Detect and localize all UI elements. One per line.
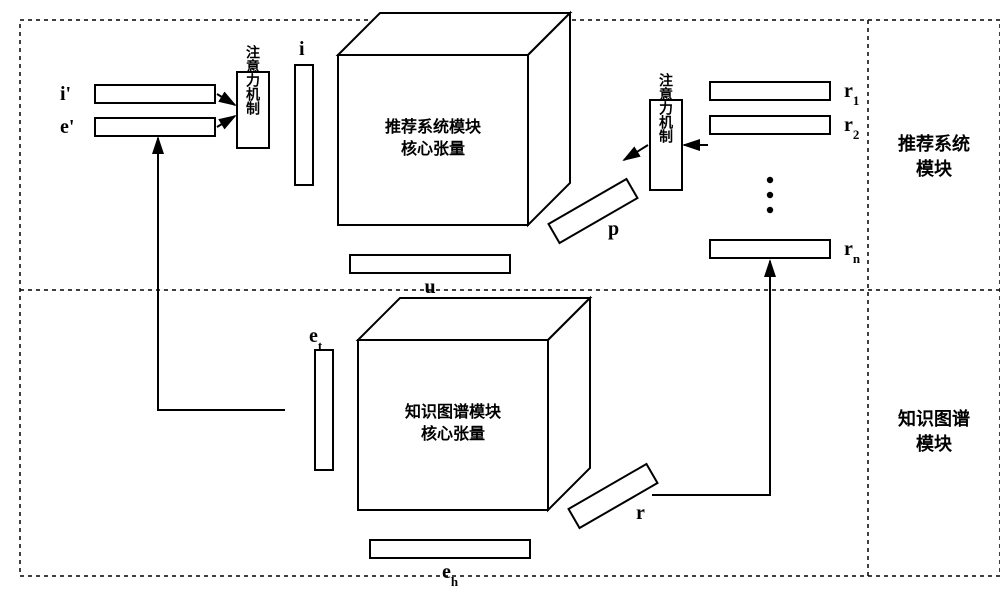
right-bottom-label-1: 知识图谱	[898, 408, 970, 429]
right-top-label-2: 模块	[916, 158, 953, 179]
r-bottom-label: r	[636, 502, 645, 524]
e-prime-label: e'	[60, 116, 74, 138]
attention-right-label: 注意力机制	[658, 72, 674, 144]
eh-label: eh	[442, 561, 459, 586]
right-bottom-label-2: 模块	[916, 433, 953, 454]
ellipsis-dot	[767, 192, 773, 198]
arrow-eprime-attn	[217, 116, 235, 127]
r-label-2: rn	[844, 238, 861, 266]
r-box-0	[710, 82, 830, 100]
top-cube: 推荐系统模块核心张量	[338, 13, 570, 225]
i-prime-label: i'	[60, 83, 71, 105]
svg-text:核心张量: 核心张量	[421, 424, 485, 443]
i-prime-box	[95, 85, 215, 103]
ellipsis-dot	[767, 177, 773, 183]
u-box	[350, 255, 510, 273]
et-label: et	[309, 325, 323, 353]
p-label: p	[608, 218, 619, 240]
i-box	[295, 65, 313, 185]
i-label: i	[299, 38, 305, 60]
arrow-iprime-attn	[217, 94, 235, 105]
r-label-1: r2	[844, 114, 859, 142]
ellipsis-dot	[767, 207, 773, 213]
u-label: u	[424, 276, 435, 298]
et-box	[315, 350, 333, 470]
r-box-2	[710, 240, 830, 258]
svg-text:知识图谱模块: 知识图谱模块	[405, 402, 502, 421]
eh-box	[370, 540, 530, 558]
arrow-et-to-eprime	[158, 138, 285, 410]
attention-left-label: 注意力机制	[245, 44, 261, 116]
r-box-1	[710, 116, 830, 134]
arrow-r-to-rn	[652, 261, 770, 495]
svg-text:核心张量: 核心张量	[401, 139, 465, 158]
arrow-attnR-to-p	[624, 145, 648, 160]
right-top-label-1: 推荐系统	[898, 133, 970, 154]
svg-text:推荐系统模块: 推荐系统模块	[385, 117, 482, 136]
bottom-cube: 知识图谱模块核心张量	[358, 298, 590, 510]
architecture-diagram: 推荐系统模块知识图谱模块i'e'注意力机制i推荐系统模块核心张量up注意力机制r…	[10, 10, 1000, 586]
e-prime-box	[95, 118, 215, 136]
r-label-0: r1	[844, 80, 859, 108]
